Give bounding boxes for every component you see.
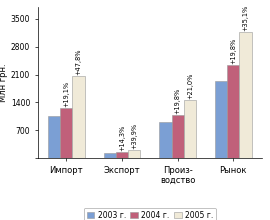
Bar [159, 123, 171, 158]
Text: +39,9%: +39,9% [131, 122, 137, 148]
Bar [128, 150, 140, 158]
Text: +35,1%: +35,1% [242, 5, 249, 31]
Text: +21,0%: +21,0% [187, 72, 193, 99]
Bar [171, 115, 184, 158]
Text: +19,1%: +19,1% [63, 81, 69, 107]
Bar [48, 116, 60, 158]
Text: +19,8%: +19,8% [175, 88, 181, 114]
Bar [215, 81, 227, 158]
Text: +14,3%: +14,3% [119, 125, 125, 151]
Bar [239, 32, 252, 158]
Bar [116, 152, 128, 158]
Bar [104, 153, 116, 158]
Y-axis label: Млн грн.: Млн грн. [0, 63, 8, 102]
Text: +19,8%: +19,8% [230, 37, 236, 64]
Legend: 2003 г., 2004 г., 2005 г.: 2003 г., 2004 г., 2005 г. [84, 208, 216, 220]
Bar [227, 65, 239, 158]
Text: +47,8%: +47,8% [76, 48, 82, 75]
Bar [60, 108, 72, 158]
Bar [184, 100, 196, 158]
Bar [72, 76, 85, 158]
